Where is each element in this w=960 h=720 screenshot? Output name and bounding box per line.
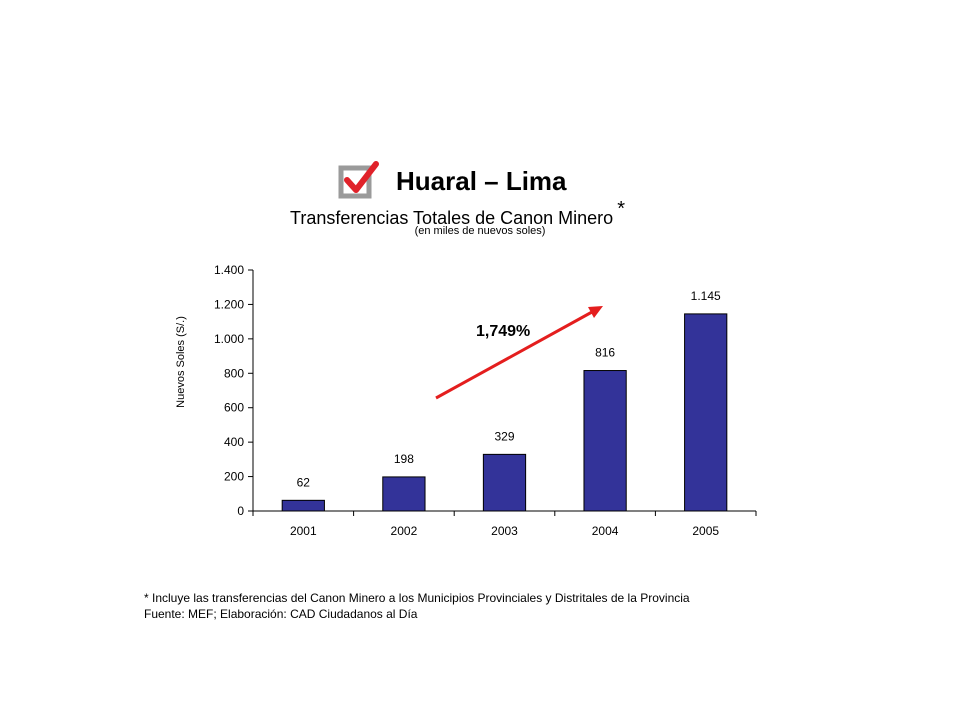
x-tick-label: 2005 [692,524,719,538]
bar [583,370,627,512]
y-tick-label: 1.000 [214,332,244,346]
growth-annotation-text: 1,749% [476,323,530,340]
y-tick-label: 600 [224,401,244,415]
growth-arrow-head [588,306,603,318]
y-axis: 0 200 400 600 800 1.000 1.200 1.400 [214,263,254,518]
x-tick-label: 2001 [290,524,317,538]
y-axis-label: Nuevos Soles (S/.) [175,316,187,408]
growth-annotation: 1,749% [435,306,603,400]
bars [281,313,728,512]
chart-subtitle: Transferencias Totales de Canon Minero * [290,198,625,229]
bar [281,499,325,512]
bar [684,313,728,512]
y-tick-label: 0 [237,504,244,518]
unit-note: (en miles de nuevos soles) [0,225,960,237]
y-tick-label: 400 [224,435,244,449]
bar [482,453,527,512]
footnote-note: * Incluye las transferencias del Canon M… [144,591,690,605]
footnotes: * Incluye las transferencias del Canon M… [144,590,690,622]
x-tick-label: 2002 [391,524,418,538]
bar [382,476,426,512]
bar-value-label: 1.145 [691,289,721,303]
bar-value-label: 816 [595,346,615,360]
x-axis: 2001 2002 2003 2004 2005 [252,510,757,538]
chart-subtitle-text: Transferencias Totales de Canon Minero [290,208,614,228]
y-tick-label: 1.200 [214,297,244,311]
growth-arrow [435,310,593,400]
x-tick-label: 2003 [491,524,518,538]
y-tick-label: 200 [224,470,244,484]
y-tick-label: 800 [224,366,244,380]
chart-header: Huaral – Lima Transferencias Totales de … [0,0,960,250]
footnote-mark: * [617,198,625,220]
x-tick-label: 2004 [592,524,619,538]
data-labels: 62 198 329 816 1.145 [297,289,721,489]
footnote-source: Fuente: MEF; Elaboración: CAD Ciudadanos… [144,607,418,621]
bar-value-label: 198 [394,452,414,466]
page-title: Huaral – Lima [396,166,567,196]
y-tick-label: 1.400 [214,263,244,277]
checkbox-checked-icon [338,161,379,199]
bar-value-label: 329 [494,429,514,443]
unit-note-text: (en miles de nuevos soles) [414,225,546,237]
bar-value-label: 62 [297,475,311,489]
